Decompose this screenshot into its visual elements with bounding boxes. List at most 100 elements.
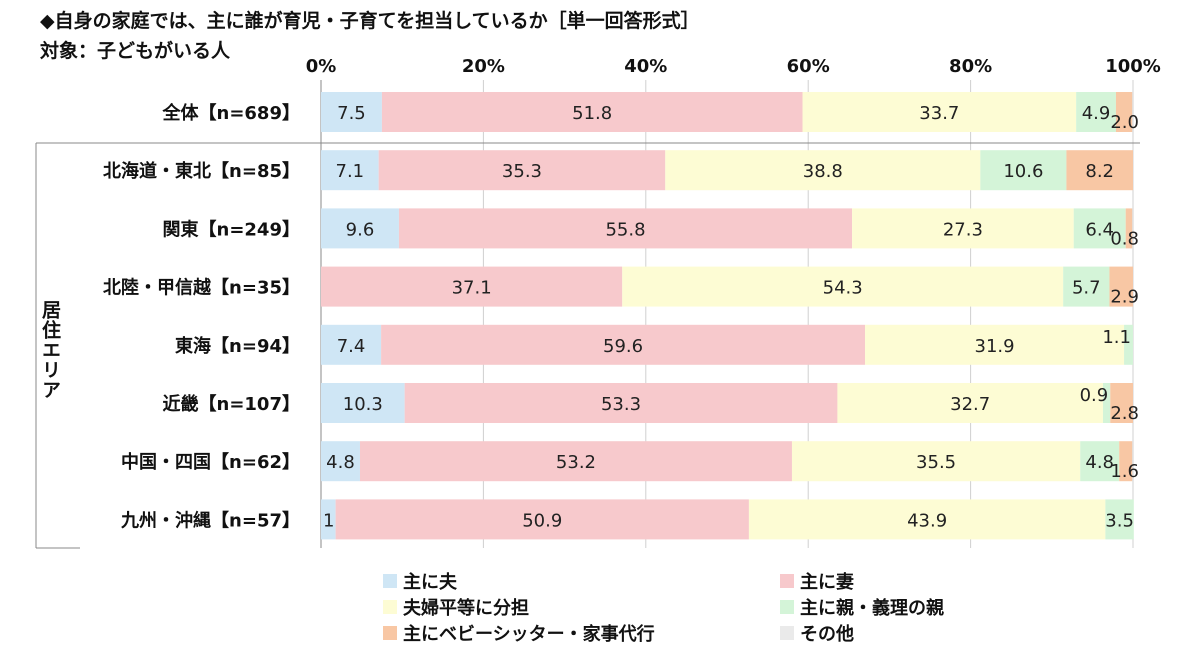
x-tick-label: 40% [624,56,667,77]
data-label: 37.1 [452,278,492,299]
bar-segment [321,499,336,540]
bar-segment [381,92,803,132]
bar-segment [378,150,666,191]
bar-segment [321,441,360,482]
bar-segment [404,383,838,423]
legend-swatch [780,626,794,640]
bar-segment [321,208,399,249]
data-label: 55.8 [605,219,645,240]
bar-segment [802,92,1077,132]
stacked-bar-chart: 0% 20% 40% 60% 80% 100% 全体【n=689】 7.5 51.8 33.7 4.… [35,56,1161,549]
data-label: 10.6 [1003,161,1043,182]
legend-swatch [780,600,794,614]
category-label: 九州・沖縄【n=57】 [120,509,300,531]
data-label: 10.3 [343,394,383,415]
bar-segment [1076,92,1116,132]
bar-segment [852,208,1074,249]
legend-label: 主に親・義理の親 [800,598,944,619]
bar-segment [1105,499,1134,540]
legend-item: その他 [780,620,854,646]
bar-segment [865,324,1125,365]
bar-segment [1124,324,1133,365]
legend-label: 主に夫 [403,572,457,593]
x-tick-label: 20% [462,56,505,77]
bar-segment [321,150,379,191]
data-label: 3.5 [1105,510,1134,531]
group-label-area: 居住エリア [39,300,61,400]
data-label: 50.9 [522,510,562,531]
legend-label: 夫婦平等に分担 [403,598,529,619]
bar-segment [1066,150,1133,191]
x-tick-label: 60% [787,56,830,77]
data-label: 38.8 [803,161,843,182]
bar-segment [1115,92,1133,132]
data-label: 2.9 [1110,287,1139,308]
legend-swatch [383,600,397,614]
data-label: 2.0 [1110,112,1139,133]
bar-segment [1109,266,1133,307]
x-tick-label: 80% [949,56,992,77]
category-label: 中国・四国【n=62】 [121,451,300,473]
bar-segment [321,324,382,365]
category-label: 東海【n=94】 [175,335,300,357]
data-label: 0.9 [1080,385,1109,406]
data-label: 53.2 [556,452,596,473]
category-label: 近畿【n=107】 [163,393,300,415]
bar-segment [1063,266,1110,307]
bar-segment [1110,383,1133,423]
data-label: 4.8 [326,452,355,473]
legend-label: その他 [800,624,854,645]
data-label: 32.7 [950,394,990,415]
category-label: 全体【n=689】 [162,102,300,124]
bar-segment [837,383,1103,423]
data-label: 43.9 [907,510,947,531]
legend-label: 主に妻 [800,572,854,593]
bar-segment [381,324,866,365]
chart-subtitle: 対象：子どもがいる人 [40,40,231,62]
data-label: 35.3 [502,161,542,182]
legend-item: 主にベビーシッター・家事代行 [383,620,655,646]
bar-segment [748,499,1106,540]
chart-title: ◆自身の家庭では、主に誰が育児・子育てを担当しているか［単一回答形式］ [40,10,700,32]
data-label: 0.8 [1110,228,1139,249]
legend-swatch [383,626,397,640]
bar-segment [622,266,1064,307]
x-tick-label: 100% [1105,56,1161,77]
data-label: 9.6 [346,219,375,240]
data-label: 8.2 [1085,161,1114,182]
bar-segment [321,92,382,132]
data-label: 54.3 [823,278,863,299]
category-label: 北海道・東北【n=85】 [103,160,300,182]
category-label: 北陸・甲信越【n=35】 [103,277,300,299]
legend-item: 主に妻 [780,568,854,594]
data-label: 7.1 [336,161,365,182]
legend-item: 夫婦平等に分担 [383,594,529,620]
data-label: 6.4 [1085,219,1114,240]
bar-segment [1119,441,1133,482]
data-label: 59.6 [603,336,643,357]
bar-segment [335,499,749,540]
legend-swatch [780,574,794,588]
data-label: 1.1 [1102,327,1131,348]
data-label: 53.3 [601,394,641,415]
bar-segment [321,266,623,307]
bar-segment [321,383,405,423]
bar-segment [1073,208,1126,249]
data-label: 2.8 [1110,403,1139,424]
data-label: 5.7 [1072,278,1101,299]
data-label: 4.9 [1082,103,1111,124]
x-tick-label: 0% [306,56,337,77]
legend-label: 主にベビーシッター・家事代行 [403,624,655,645]
bar-segment [359,441,792,482]
bar-segment [980,150,1067,191]
data-label: 7.5 [337,103,366,124]
legend-swatch [383,574,397,588]
data-label: 51.8 [572,103,612,124]
data-label: 27.3 [943,219,983,240]
data-label: 4.8 [1085,452,1114,473]
category-label: 関東【n=249】 [163,218,300,240]
data-label: 35.5 [916,452,956,473]
bar-segment [665,150,981,191]
bar-segment [1080,441,1120,482]
data-label: 33.7 [919,103,959,124]
